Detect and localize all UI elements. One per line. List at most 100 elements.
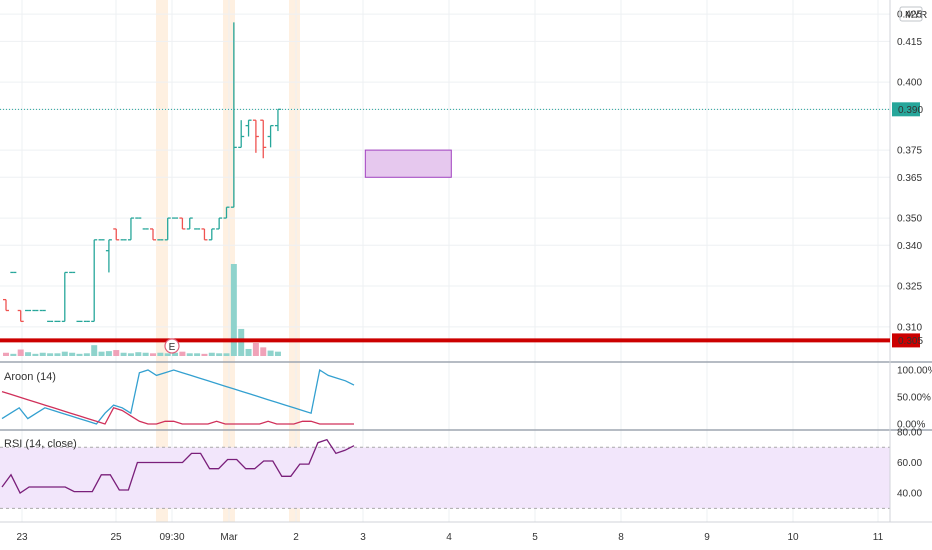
ohlc-bar[interactable] bbox=[91, 239, 98, 323]
volume-bar bbox=[142, 352, 149, 356]
ohlc-bar[interactable] bbox=[238, 120, 245, 149]
aroon-up-line[interactable] bbox=[1, 368, 355, 425]
time-tick-label: 10 bbox=[787, 532, 799, 543]
volume-bar bbox=[91, 345, 98, 356]
volume-bar bbox=[157, 352, 164, 356]
price-pane[interactable]: E bbox=[0, 22, 890, 356]
price-tick-label: 0.375 bbox=[897, 146, 922, 157]
time-tick-label: 3 bbox=[360, 532, 366, 543]
ohlc-bar[interactable] bbox=[245, 119, 252, 137]
aroon-pane[interactable] bbox=[1, 368, 355, 425]
rsi-tick-label: 80.00 bbox=[897, 428, 922, 439]
volume-bar bbox=[179, 351, 186, 356]
volume-bar bbox=[245, 348, 252, 356]
price-tick-label: 0.350 bbox=[897, 214, 922, 225]
volume-bar bbox=[61, 351, 68, 356]
time-tick-label: 11 bbox=[873, 532, 884, 543]
currency-box bbox=[899, 6, 923, 22]
earnings-circle bbox=[164, 338, 180, 354]
volume-bar bbox=[216, 353, 223, 356]
axes-layer: Aroon (14) RSI (14, close) MYR 0.425 0.41… bbox=[4, 6, 932, 543]
ohlc-bar[interactable] bbox=[186, 217, 193, 230]
volume-bar bbox=[10, 353, 17, 356]
rsi-pane[interactable] bbox=[1, 438, 355, 495]
ohlc-bar[interactable] bbox=[61, 271, 68, 323]
price-tick-label: 0.340 bbox=[897, 241, 922, 252]
volume-bar bbox=[25, 352, 32, 356]
time-tick-label: 25 bbox=[110, 532, 122, 543]
rsi-tick-label: 60.00 bbox=[897, 458, 922, 469]
currency-label[interactable]: MYR bbox=[905, 10, 927, 21]
session-band bbox=[156, 0, 168, 522]
volume-bar bbox=[172, 352, 179, 356]
volume-bar bbox=[252, 343, 259, 356]
volume-bar bbox=[186, 353, 193, 356]
ohlc-bar[interactable] bbox=[267, 124, 274, 148]
volume-bar bbox=[32, 353, 39, 356]
price-tick-label: 0.325 bbox=[897, 282, 922, 293]
ohlc-bar[interactable] bbox=[113, 228, 120, 241]
volume-bar bbox=[105, 351, 112, 356]
ohlc-bar[interactable] bbox=[252, 119, 259, 153]
price-tick-label: 0.400 bbox=[897, 78, 922, 89]
aroon-tick-label: 50.00% bbox=[897, 393, 931, 404]
volume-bar bbox=[260, 347, 267, 356]
ohlc-bar[interactable] bbox=[260, 119, 267, 159]
earnings-marker[interactable]: E bbox=[164, 338, 180, 354]
ohlc-bar[interactable] bbox=[3, 298, 9, 312]
rsi-band bbox=[0, 447, 890, 509]
ohlc-bar[interactable] bbox=[201, 228, 208, 241]
last-price-label: 0.390 bbox=[898, 105, 923, 116]
volume-bar bbox=[39, 352, 46, 356]
price-tick-label: 0.415 bbox=[897, 37, 922, 48]
price-tick-label: 0.310 bbox=[897, 322, 922, 333]
ohlc-bar[interactable] bbox=[105, 239, 112, 273]
earnings-label: E bbox=[169, 342, 176, 353]
ohlc-bar[interactable] bbox=[127, 217, 134, 241]
ohlc-bar[interactable] bbox=[230, 22, 237, 208]
volume-bar bbox=[76, 353, 83, 356]
rsi-tick-label: 40.00 bbox=[897, 489, 922, 500]
volume-bar bbox=[47, 353, 54, 356]
support-price-label: 0.305 bbox=[898, 336, 923, 347]
ohlc-bar[interactable] bbox=[223, 206, 230, 219]
rsi-line[interactable] bbox=[1, 438, 355, 495]
time-tick-label: Mar bbox=[220, 532, 238, 543]
aroon-tick-label: 100.00% bbox=[897, 366, 932, 377]
last-price-badge bbox=[892, 102, 920, 117]
time-tick-label: 4 bbox=[446, 532, 452, 543]
volume-bar bbox=[98, 351, 105, 356]
volume-bar bbox=[127, 353, 134, 356]
ohlc-bar[interactable] bbox=[274, 108, 281, 132]
ohlc-bar[interactable] bbox=[164, 217, 171, 241]
volume-bar bbox=[194, 353, 201, 356]
time-tick-label: 8 bbox=[618, 532, 624, 543]
time-tick-label: 2 bbox=[293, 532, 299, 543]
time-tick-label: 23 bbox=[16, 532, 28, 543]
ohlc-bar[interactable] bbox=[150, 228, 156, 241]
price-tick-label: 0.365 bbox=[897, 173, 922, 184]
time-tick-label: 09:30 bbox=[159, 532, 184, 543]
volume-bar bbox=[223, 353, 230, 356]
ohlc-bar[interactable] bbox=[216, 217, 223, 230]
ohlc-bar[interactable] bbox=[208, 228, 215, 241]
volume-bar bbox=[238, 328, 245, 356]
volume-bar bbox=[267, 350, 274, 356]
volume-bar bbox=[120, 352, 127, 356]
aroon-title: Aroon (14) bbox=[4, 371, 56, 383]
aroon-down-line[interactable] bbox=[1, 390, 354, 425]
volume-bar bbox=[150, 353, 156, 356]
price-zone-rect[interactable] bbox=[364, 149, 452, 178]
volume-bar bbox=[3, 352, 9, 356]
aroon-tick-label: 0.00% bbox=[897, 420, 925, 431]
volume-bar bbox=[113, 350, 120, 356]
volume-bar bbox=[274, 351, 281, 356]
volume-bar bbox=[83, 353, 90, 356]
time-tick-label: 9 bbox=[704, 532, 710, 543]
ohlc-bar[interactable] bbox=[179, 217, 186, 230]
ohlc-bar[interactable] bbox=[17, 309, 24, 323]
support-price-badge bbox=[892, 333, 920, 348]
volume-bar bbox=[230, 264, 237, 356]
volume-bar bbox=[164, 353, 171, 356]
